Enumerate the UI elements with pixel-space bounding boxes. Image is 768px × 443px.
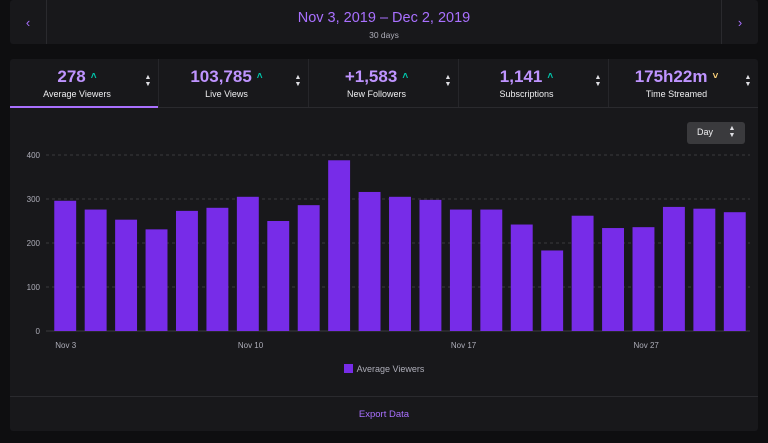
- bar: [206, 207, 229, 331]
- sort-icon: ▲ ▼: [594, 74, 602, 88]
- stat-value: +1,583: [344, 67, 398, 86]
- legend-label: Average Viewers: [356, 364, 425, 374]
- stat-value: 1,141: [499, 67, 543, 86]
- stat-label: New Followers: [346, 89, 406, 99]
- stat-label: Live Views: [205, 89, 248, 99]
- bar: [480, 209, 503, 331]
- stat-label: Subscriptions: [499, 89, 554, 99]
- stat-tab-live-views[interactable]: 103,785 ˄ Live Views ▲ ▼: [159, 59, 309, 107]
- legend-swatch: [343, 364, 353, 373]
- stat-tab-time-streamed[interactable]: 175h22m ˅ Time Streamed ▲ ▼: [609, 59, 758, 107]
- trend-up-icon: ˄: [402, 71, 409, 82]
- bar: [328, 160, 351, 331]
- date-range-bar: ‹ Nov 3, 2019 – Dec 2, 2019 30 days ›: [10, 0, 758, 44]
- average-viewers-chart: 400 300 200 100 0 Nov 3 Nov 10 Nov 17 Nov 27: [27, 151, 750, 349]
- x-tick-label: Nov 27: [634, 341, 660, 349]
- bar: [419, 199, 442, 331]
- bar: [176, 210, 198, 331]
- bar: [115, 219, 138, 331]
- trend-up-icon: ˄: [547, 71, 554, 82]
- y-tick-label: 300: [27, 195, 41, 204]
- y-tick-label: 0: [36, 327, 41, 336]
- date-range-duration: 30 days: [369, 30, 399, 40]
- y-tick-label: 200: [27, 239, 41, 248]
- chevron-right-icon: ›: [737, 14, 743, 30]
- trend-up-icon: ˄: [90, 71, 97, 82]
- bar: [267, 221, 290, 331]
- bar: [297, 205, 320, 331]
- stat-value: 175h22m: [634, 67, 708, 86]
- bar: [693, 208, 716, 331]
- granularity-select[interactable]: Day ▲ ▼: [687, 122, 745, 144]
- stat-label: Time Streamed: [645, 89, 708, 99]
- y-tick-label: 100: [27, 283, 41, 292]
- x-tick-label: Nov 10: [238, 341, 264, 349]
- bar: [389, 196, 411, 331]
- stat-label: Average Viewers: [43, 89, 111, 99]
- date-range-label: Nov 3, 2019 – Dec 2, 2019: [297, 10, 471, 26]
- bar: [358, 191, 381, 331]
- chevron-updown-icon: ▲ ▼: [728, 125, 736, 139]
- chevron-left-icon: ‹: [25, 14, 31, 30]
- sort-icon: ▲ ▼: [144, 74, 152, 88]
- sort-icon: ▲ ▼: [444, 74, 452, 88]
- trend-down-icon: ˅: [712, 71, 719, 82]
- bar: [510, 224, 533, 331]
- chart-legend: Average Viewers: [10, 364, 758, 374]
- stat-value: 278: [57, 67, 86, 86]
- stat-value: 103,785: [190, 67, 252, 86]
- stat-tab-new-followers[interactable]: +1,583 ˄ New Followers ▲ ▼: [309, 59, 459, 107]
- x-tick-label: Nov 17: [451, 341, 477, 349]
- bar: [571, 215, 594, 331]
- sort-icon: ▲ ▼: [744, 74, 752, 88]
- bar: [602, 228, 624, 331]
- trend-up-icon: ˄: [256, 71, 263, 82]
- y-tick-label: 400: [27, 151, 41, 160]
- next-period-button[interactable]: ›: [721, 0, 758, 44]
- export-data-button[interactable]: Export Data: [10, 396, 758, 431]
- bar: [449, 209, 472, 331]
- bar: [54, 200, 77, 331]
- x-tick-label: Nov 3: [55, 341, 76, 349]
- bar: [145, 229, 168, 331]
- sort-icon: ▲ ▼: [294, 74, 302, 88]
- bar: [541, 250, 564, 331]
- granularity-value: Day: [697, 127, 714, 137]
- stats-tabs: 278 ˄ Average Viewers ▲ ▼ 103,785 ˄ Live Vi…: [10, 59, 758, 108]
- bar: [632, 227, 655, 331]
- analytics-panel: 278 ˄ Average Viewers ▲ ▼ 103,785 ˄ Live Vi…: [10, 59, 758, 431]
- stat-tab-average-viewers[interactable]: 278 ˄ Average Viewers ▲ ▼: [10, 59, 159, 108]
- previous-period-button[interactable]: ‹: [10, 0, 47, 44]
- bar: [84, 209, 107, 331]
- bar: [662, 206, 685, 331]
- stat-tab-subscriptions[interactable]: 1,141 ˄ Subscriptions ▲ ▼: [459, 59, 609, 107]
- bar: [723, 212, 746, 331]
- bar: [236, 196, 259, 331]
